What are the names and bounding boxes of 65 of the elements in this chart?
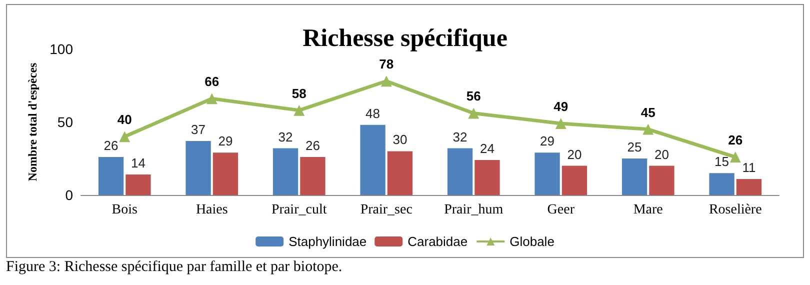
- x-tick-label: Prair_cult: [272, 202, 327, 218]
- data-label: 30: [392, 132, 408, 148]
- data-label: 11: [742, 160, 756, 175]
- point: [206, 93, 218, 104]
- legend-label: Globale: [510, 234, 554, 249]
- bar: [98, 157, 124, 195]
- legend-label: Carabidae: [408, 234, 468, 249]
- bar: [622, 158, 648, 195]
- bar: [272, 148, 298, 195]
- bar: [360, 124, 386, 195]
- y-tick-label: 50: [57, 114, 74, 130]
- bar: [447, 148, 473, 195]
- data-label: 29: [540, 134, 555, 149]
- y-tick-label: 0: [65, 187, 74, 203]
- data-label: 32: [278, 129, 293, 144]
- bar: [186, 140, 211, 195]
- point: [119, 131, 130, 142]
- caption: Figure 3: Richesse spécifique par famille et par biotope.: [6, 259, 342, 276]
- data-label: 14: [130, 156, 146, 171]
- point: [730, 152, 741, 163]
- point: [642, 124, 654, 135]
- data-label: 56: [466, 88, 481, 104]
- data-label: 58: [292, 86, 306, 101]
- data-label: 66: [204, 74, 220, 90]
- data-label: 40: [117, 112, 132, 128]
- bar: [126, 174, 151, 195]
- legend-label: Staphylinidae: [288, 234, 367, 249]
- x-tick-label: Roselière: [708, 202, 762, 218]
- bar: [212, 152, 238, 195]
- data-label: 26: [305, 138, 320, 154]
- data-label: 37: [191, 122, 206, 137]
- x-tick-label: Prair_hum: [444, 202, 504, 218]
- bar: [649, 166, 674, 195]
- data-label: 20: [567, 146, 582, 162]
- point: [555, 118, 566, 129]
- data-label: 32: [452, 129, 468, 144]
- chart-title: Richesse spécifique: [302, 25, 508, 52]
- data-label: 45: [640, 104, 656, 120]
- data-label: 29: [218, 134, 233, 149]
- bar: [562, 166, 588, 195]
- bar: [709, 173, 734, 195]
- x-tick-label: Mare: [633, 202, 663, 218]
- point: [294, 104, 305, 116]
- data-label: 25: [627, 140, 642, 154]
- data-label: 48: [366, 106, 380, 121]
- y-axis-title: Nombre total d'espèces: [26, 62, 40, 182]
- data-label: 78: [379, 56, 394, 72]
- point: [468, 108, 480, 119]
- data-label: 24: [480, 140, 494, 156]
- y-tick-label: 100: [50, 41, 74, 57]
- point: [380, 76, 392, 87]
- bar: [474, 160, 500, 195]
- bar: [736, 178, 762, 195]
- x-tick-label: Bois: [112, 202, 138, 218]
- bar: [300, 157, 326, 195]
- x-tick-label: Haies: [196, 202, 228, 218]
- bar: [534, 152, 560, 195]
- data-label: 26: [104, 138, 118, 154]
- x-tick-label: Geer: [547, 202, 575, 218]
- data-label: 26: [728, 132, 743, 148]
- data-label: 20: [654, 146, 669, 162]
- data-label: 15: [714, 154, 730, 170]
- x-tick-label: Prair_sec: [360, 202, 412, 218]
- data-label: 49: [554, 98, 568, 114]
- bar: [387, 151, 413, 195]
